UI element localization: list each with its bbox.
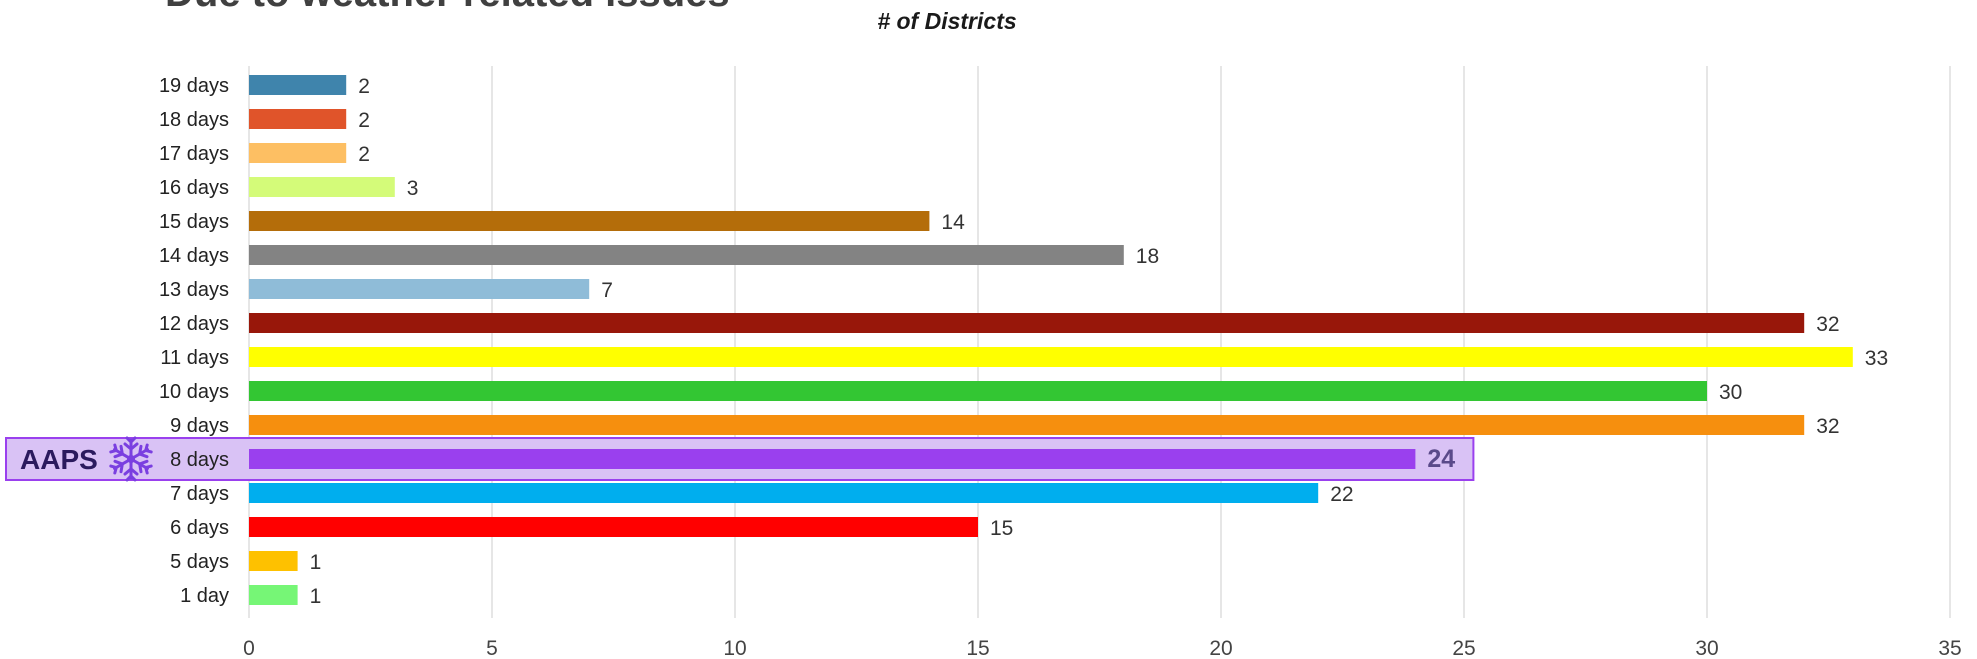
value-label: 2 <box>358 109 370 132</box>
x-tick-label: 30 <box>1695 637 1718 659</box>
bar <box>249 109 347 129</box>
category-label: 11 days <box>160 347 229 369</box>
value-label: 30 <box>1719 381 1742 404</box>
x-tick-label: 0 <box>243 637 255 659</box>
x-tick-label: 20 <box>1209 637 1232 659</box>
bar <box>249 211 930 231</box>
value-label: 24 <box>1427 445 1455 473</box>
value-label: 14 <box>941 211 965 234</box>
bar <box>249 143 347 163</box>
category-label: 18 days <box>159 109 229 131</box>
category-label: 12 days <box>159 313 229 335</box>
category-label: 8 days <box>170 449 229 471</box>
highlight-label: AAPS <box>20 444 98 475</box>
value-label: 22 <box>1330 483 1353 506</box>
category-label: 1 day <box>180 585 229 607</box>
category-label: 14 days <box>159 245 229 267</box>
bar <box>249 177 395 197</box>
bar <box>249 415 1805 435</box>
value-label: 2 <box>358 75 370 98</box>
value-label: 3 <box>407 177 419 200</box>
x-tick-label: 5 <box>486 637 498 659</box>
x-tick-label: 25 <box>1452 637 1475 659</box>
bar <box>249 483 1319 503</box>
bar <box>249 517 978 537</box>
value-label: 15 <box>990 517 1013 540</box>
category-label: 9 days <box>170 415 229 437</box>
chart-title: Due to weather related issues <box>165 0 730 15</box>
category-label: 5 days <box>170 551 229 573</box>
category-label: 16 days <box>159 177 229 199</box>
x-tick-label: 10 <box>723 637 746 659</box>
category-label: 6 days <box>170 517 229 539</box>
x-axis-title: # of Districts <box>877 8 1016 34</box>
x-tick-label: 35 <box>1938 637 1961 659</box>
snowflake-icon <box>109 436 153 482</box>
gridlines <box>248 66 1951 618</box>
category-label: 7 days <box>170 483 229 505</box>
category-label: 10 days <box>159 381 229 403</box>
value-label: 7 <box>601 279 613 302</box>
value-label: 18 <box>1136 245 1159 268</box>
value-label: 2 <box>358 143 370 166</box>
category-label: 13 days <box>159 279 229 301</box>
x-tick-label: 15 <box>966 637 989 659</box>
bars <box>249 75 1853 605</box>
value-label: 32 <box>1816 415 1839 438</box>
value-label: 1 <box>310 551 322 574</box>
value-label: 32 <box>1816 313 1839 336</box>
bar <box>249 313 1805 333</box>
bar <box>249 279 590 299</box>
bar <box>249 347 1853 367</box>
bar <box>249 75 347 95</box>
category-label: 17 days <box>159 143 229 165</box>
category-label: 15 days <box>159 211 229 233</box>
value-label: 33 <box>1865 347 1888 370</box>
bar <box>249 585 298 605</box>
category-label: 19 days <box>159 75 229 97</box>
value-label: 1 <box>310 585 322 608</box>
bar <box>249 551 298 571</box>
bar <box>249 245 1124 265</box>
bar <box>249 381 1707 401</box>
bar <box>249 449 1416 469</box>
